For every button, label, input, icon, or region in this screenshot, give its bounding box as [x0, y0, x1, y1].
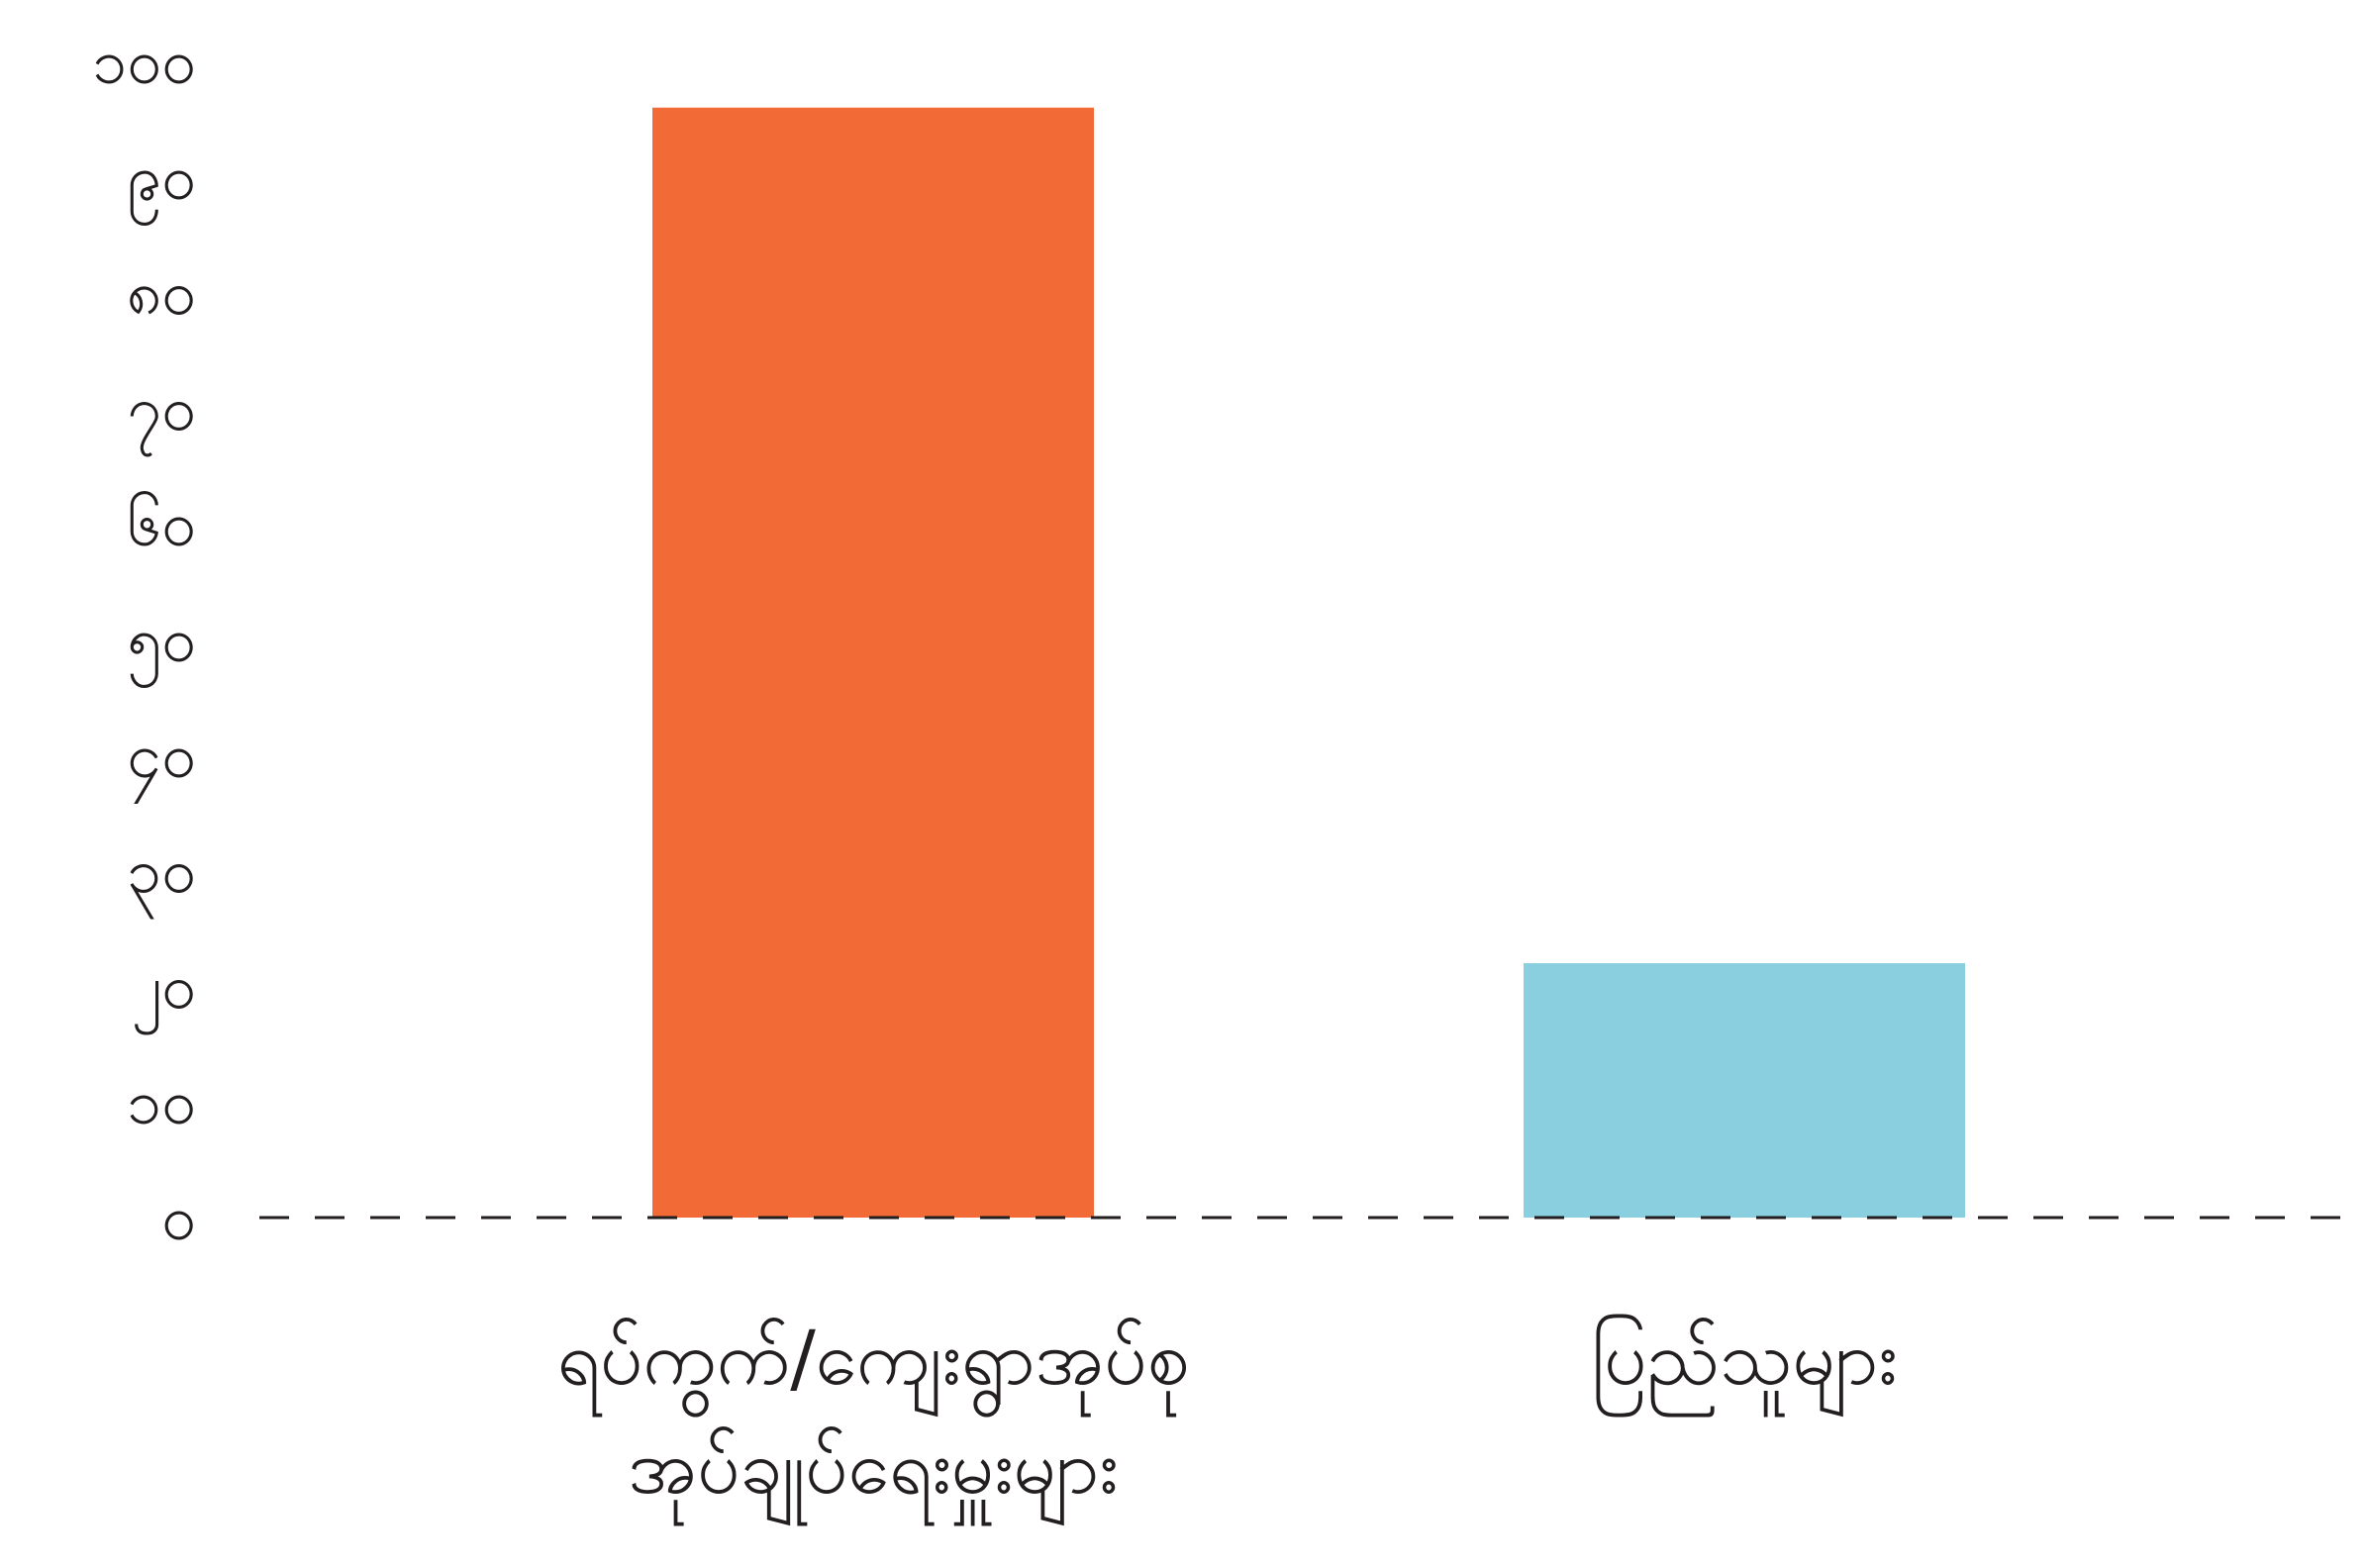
- y-tick-label: ၄၀: [127, 719, 196, 803]
- x-axis-category-labels: ရပ်ကွက်/ကျေးရွာအုပ်စုအုပ်ချုပ်ရေးမှူးမျာ…: [556, 1314, 1897, 1526]
- y-tick-label: ၃၀: [127, 834, 196, 919]
- y-tick-label: ၁၀: [127, 1066, 196, 1138]
- bar: [652, 107, 1094, 1219]
- bars: [652, 107, 1965, 1219]
- y-tick-label: ၁၀၀: [92, 26, 196, 98]
- y-tick-label: ၂၀: [132, 950, 196, 1034]
- y-tick-label: ၇၀: [127, 372, 196, 456]
- category-label: ပြည်သူများ: [1591, 1314, 1897, 1418]
- bar: [1524, 963, 1965, 1218]
- y-tick-label: ၆၀: [127, 488, 196, 560]
- y-axis-tick-labels: ၀ ၁၀ ၂၀ ၃၀ ၄၀ ၅၀ ၆၀ ၇၀ ၈၀ ၉၀ ၁၀၀: [92, 26, 196, 1254]
- y-tick-label: ၈၀: [127, 256, 196, 329]
- y-tick-label: ၉၀: [127, 141, 196, 225]
- category-label: ရပ်ကွက်/ကျေးရွာအုပ်စု: [556, 1314, 1189, 1418]
- y-tick-label: ၀: [161, 1182, 196, 1254]
- y-tick-label: ၅၀: [127, 604, 196, 688]
- category-label: အုပ်ချုပ်ရေးမှူးများ: [628, 1422, 1118, 1526]
